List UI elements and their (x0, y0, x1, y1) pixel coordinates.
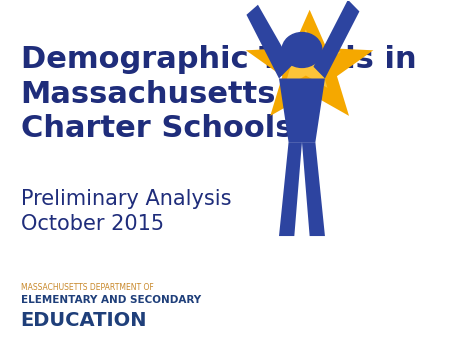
Text: EDUCATION: EDUCATION (21, 312, 147, 331)
PathPatch shape (246, 10, 374, 116)
Text: ELEMENTARY AND SECONDARY: ELEMENTARY AND SECONDARY (21, 295, 201, 305)
Circle shape (282, 32, 322, 67)
PathPatch shape (271, 29, 341, 88)
Text: Preliminary Analysis
October 2015: Preliminary Analysis October 2015 (21, 189, 231, 234)
PathPatch shape (247, 5, 292, 78)
Text: Demographic Trends in
Massachusetts
Charter Schools: Demographic Trends in Massachusetts Char… (21, 45, 416, 143)
PathPatch shape (279, 78, 325, 142)
Text: MASSACHUSETTS DEPARTMENT OF: MASSACHUSETTS DEPARTMENT OF (21, 283, 153, 292)
PathPatch shape (314, 0, 360, 78)
PathPatch shape (302, 142, 325, 236)
PathPatch shape (279, 142, 302, 236)
